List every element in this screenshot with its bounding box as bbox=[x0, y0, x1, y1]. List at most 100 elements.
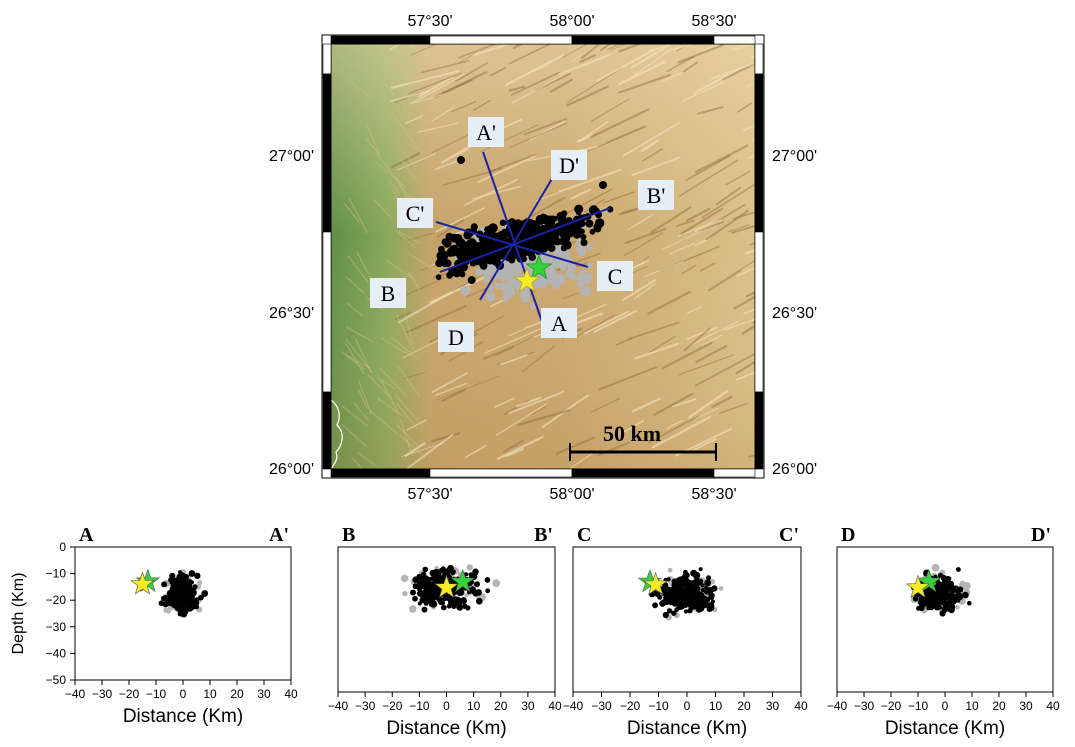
section-events bbox=[648, 567, 724, 621]
section-title-right: B' bbox=[534, 524, 553, 546]
frame-bar-top bbox=[571, 35, 715, 45]
x-tick-label: −20 bbox=[881, 699, 902, 713]
y-tick-label: 0 bbox=[59, 540, 66, 554]
x-tick-label: 20 bbox=[494, 699, 508, 713]
map-top-tick-label: 57°30' bbox=[407, 13, 452, 30]
x-tick-label: −10 bbox=[146, 687, 167, 701]
x-tick-label: 10 bbox=[709, 699, 723, 713]
x-axis-label: Distance (Km) bbox=[386, 718, 506, 739]
x-tick-label: 30 bbox=[766, 699, 780, 713]
profile-label: B' bbox=[647, 183, 666, 208]
section-a: −40 −30 −20 −10 0 10 20 30 40 Distance (Km) 0 −10 −2… bbox=[10, 524, 298, 727]
map-left-tick-label: 26°30' bbox=[269, 305, 314, 322]
section-title-left: B bbox=[342, 524, 355, 546]
section-b: −40 −30 −20 −10 0 10 20 30 40 Distance (Km) B B' bbox=[328, 524, 562, 739]
profile-label: A' bbox=[476, 120, 496, 145]
profile-label-box bbox=[438, 322, 474, 352]
y-tick-label: −30 bbox=[46, 620, 67, 634]
map-tick-labels: 57°30' 58°00' 58°30' 57°30' 58°00' 58°30' 27°0… bbox=[269, 13, 817, 503]
frame-bar-left bbox=[322, 231, 332, 393]
x-tick-label: −10 bbox=[409, 699, 430, 713]
x-tick-label: −40 bbox=[827, 699, 848, 713]
section-events bbox=[158, 569, 209, 618]
frame-bar-left bbox=[322, 43, 332, 75]
x-tick-label: −20 bbox=[119, 687, 140, 701]
x-tick-label: 40 bbox=[548, 699, 562, 713]
map-stars bbox=[513, 253, 553, 293]
x-tick-label: −40 bbox=[563, 699, 584, 713]
frame-bar-right bbox=[754, 73, 764, 233]
x-tick-label: −30 bbox=[92, 687, 113, 701]
section-frame bbox=[836, 546, 1054, 693]
coastline bbox=[331, 399, 343, 469]
x-tick-label: 20 bbox=[992, 699, 1006, 713]
map-bottom-tick-label: 58°30' bbox=[691, 486, 736, 503]
section-star-yellow bbox=[130, 571, 155, 595]
x-tick-label: −40 bbox=[328, 699, 349, 713]
map-left-tick-label: 26°00' bbox=[269, 461, 314, 478]
x-tick-label: −40 bbox=[65, 687, 86, 701]
x-tick-label: −30 bbox=[355, 699, 376, 713]
x-tick-label: 30 bbox=[521, 699, 535, 713]
map-frame-bars bbox=[322, 35, 764, 478]
section-title-right: A' bbox=[269, 524, 289, 546]
profile-label-box bbox=[551, 150, 587, 180]
profile-label-box bbox=[468, 117, 504, 147]
profile-label-box bbox=[397, 198, 433, 228]
profile-label: D' bbox=[559, 153, 579, 178]
section-star-green bbox=[916, 568, 942, 593]
map-top-tick-label: 58°00' bbox=[549, 13, 594, 30]
frame-bar-bottom bbox=[713, 468, 756, 478]
profile-label: C bbox=[608, 264, 623, 289]
profile-lines bbox=[435, 151, 611, 334]
frame-bar-bottom bbox=[571, 468, 715, 478]
x-tick-label: 40 bbox=[284, 687, 298, 701]
x-tick-label: −30 bbox=[591, 699, 612, 713]
profile-label-box bbox=[638, 180, 674, 210]
map-panel: 57°30' 58°00' 58°30' 57°30' 58°00' 58°30' 27°0… bbox=[269, 13, 817, 503]
profile-label-box bbox=[597, 261, 633, 291]
frame-bar-right bbox=[754, 43, 764, 75]
section-frame bbox=[572, 546, 802, 693]
scale-bar-label: 50 km bbox=[603, 421, 661, 446]
y-tick-label: −10 bbox=[46, 567, 67, 581]
mainshock-star-yellow bbox=[513, 266, 541, 293]
x-tick-label: −20 bbox=[620, 699, 641, 713]
y-tick-label: −20 bbox=[46, 593, 67, 607]
x-tick-label: 30 bbox=[1019, 699, 1033, 713]
map-left-tick-label: 27°00' bbox=[269, 148, 314, 165]
profile-label-box bbox=[370, 278, 406, 308]
section-star-yellow bbox=[434, 574, 459, 599]
x-tick-label: 0 bbox=[443, 699, 450, 713]
section-title-left: D bbox=[841, 524, 855, 546]
profile-label: C' bbox=[406, 201, 425, 226]
frame-bar-right bbox=[754, 391, 764, 470]
profile-label-box bbox=[541, 308, 577, 338]
x-tick-label: 40 bbox=[1046, 699, 1060, 713]
frame-bar-left bbox=[322, 73, 332, 233]
x-tick-label: 0 bbox=[180, 687, 187, 701]
section-star-yellow bbox=[905, 574, 931, 599]
profile-label: D bbox=[448, 325, 464, 350]
map-bottom-tick-label: 57°30' bbox=[407, 486, 452, 503]
frame-bar-bottom bbox=[429, 468, 573, 478]
x-tick-label: 30 bbox=[257, 687, 271, 701]
frame-bar-top bbox=[429, 35, 573, 45]
section-title-left: A bbox=[79, 524, 94, 546]
x-tick-label: 0 bbox=[684, 699, 691, 713]
mainshock-star-green bbox=[525, 253, 553, 280]
x-tick-label: 20 bbox=[737, 699, 751, 713]
x-tick-label: 10 bbox=[203, 687, 217, 701]
section-star-green bbox=[450, 568, 476, 593]
section-title-right: C' bbox=[779, 524, 799, 546]
x-axis-label: Distance (Km) bbox=[627, 718, 747, 739]
x-axis-label: Distance (Km) bbox=[885, 718, 1005, 739]
map-right-tick-label: 26°00' bbox=[772, 461, 817, 478]
section-star-yellow bbox=[643, 571, 668, 596]
section-c: −40 −30 −20 −10 0 10 20 30 40 Distance (Km) C C' bbox=[563, 524, 808, 739]
terrain-ridges bbox=[340, 44, 755, 469]
section-title-right: D' bbox=[1031, 524, 1051, 546]
profile-labels: A' D' B' C' B C A D bbox=[370, 117, 674, 352]
y-axis-label: Depth (Km) bbox=[10, 573, 27, 655]
x-tick-label: −20 bbox=[382, 699, 403, 713]
